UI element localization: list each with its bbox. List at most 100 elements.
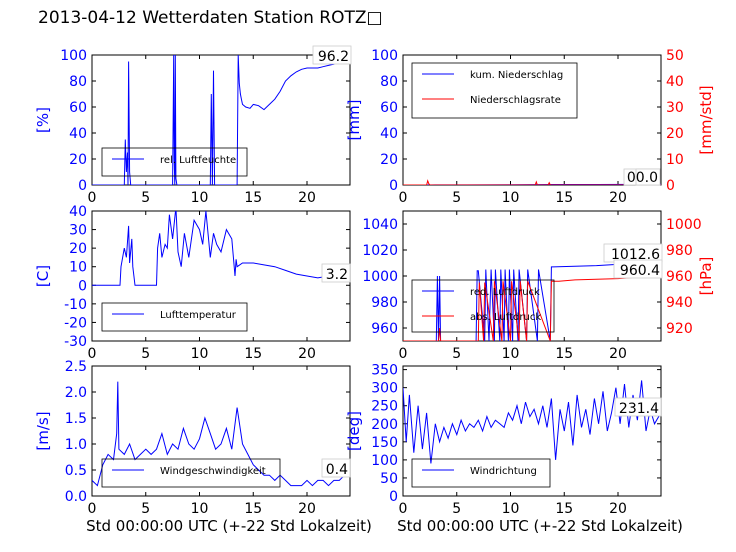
value-annotation: 960.4 — [620, 263, 660, 279]
legend-box — [101, 147, 248, 177]
y-tick-label: 40 — [69, 204, 87, 220]
y-right-tick-label: 920 — [666, 321, 693, 337]
value-annotation-box — [613, 259, 663, 279]
x-tick-label: 0 — [88, 346, 97, 362]
series-line-2 — [403, 179, 661, 185]
y-tick-label: 0.5 — [65, 463, 87, 479]
x-tick-label: 15 — [244, 190, 262, 206]
x-tick-label: 5 — [141, 346, 150, 362]
y-tick-label: 0 — [389, 178, 398, 194]
legend-label: Windgeschwindigkeit — [160, 466, 266, 477]
value-annotation: 0.0 — [636, 170, 658, 186]
legend-label: abs. Luftdruck — [470, 312, 541, 323]
x-tick-label: 20 — [298, 501, 316, 517]
value-annotation-box — [321, 458, 351, 478]
y-tick-label: 0 — [78, 278, 87, 294]
series-line-2 — [403, 275, 661, 341]
panel-wind-speed: 0 5 10 15 20 0.0 0.5 1.0 1.5 2.0 2.5 [m/s] Std 00:00… — [34, 359, 372, 535]
chart-title: 2013-04-12 Wetterdaten Station ROTZ□ — [38, 8, 383, 28]
x-tick-label: 20 — [609, 190, 627, 206]
x-tick-label: 20 — [609, 501, 627, 517]
y-tick-label: 10 — [69, 260, 87, 276]
x-tick-label: 20 — [298, 346, 316, 362]
y-tick-label: 60 — [69, 100, 87, 116]
x-tick-label: 10 — [502, 190, 520, 206]
y-right-tick-label: 980 — [666, 243, 693, 259]
x-tick-label: 15 — [244, 501, 262, 517]
y-tick-label: -30 — [64, 334, 87, 350]
y-tick-label: 1000 — [362, 269, 398, 285]
y-tick-label: 980 — [371, 295, 398, 311]
y-axis-label: [C] — [34, 265, 52, 287]
y-right-tick-label: 0 — [666, 178, 675, 194]
y-tick-label: 960 — [371, 321, 398, 337]
legend-label: kum. Niederschlag — [470, 70, 563, 81]
x-tick-label: 0 — [88, 190, 97, 206]
y-tick-label: 1.0 — [65, 437, 87, 453]
x-tick-label: 5 — [452, 346, 461, 362]
y-tick-label: 100 — [60, 48, 87, 64]
x-axis-label: Std 00:00:00 UTC (+-22 Std Lokalzeit) — [86, 517, 372, 535]
value-annotation: 96.2 — [318, 49, 349, 65]
plot-frame — [91, 210, 351, 342]
y-tick-label: 20 — [380, 152, 398, 168]
value-annotation-box — [321, 263, 351, 283]
y-tick-label: 300 — [371, 381, 398, 397]
panel-precipitation: 0 5 10 15 20 0 20 40 60 80 100 0 10 20 30 40 50 [mm] [mm/s… — [345, 48, 715, 206]
value-annotation: 1012.6 — [611, 247, 660, 263]
x-tick-label: 15 — [555, 190, 573, 206]
x-tick-label: 5 — [141, 190, 150, 206]
value-annotation-box — [635, 168, 661, 186]
legend-label: Windrichtung — [470, 466, 537, 477]
y-right-tick-label: 10 — [666, 152, 684, 168]
value-annotation-box — [614, 397, 662, 417]
series-line-1 — [403, 259, 661, 341]
y-tick-label: 100 — [371, 453, 398, 469]
y-tick-label: 30 — [69, 223, 87, 239]
y-tick-label: 0.0 — [65, 489, 87, 505]
y-tick-label: 100 — [371, 48, 398, 64]
x-tick-label: 15 — [555, 501, 573, 517]
y-right-tick-label: 20 — [666, 126, 684, 142]
y-tick-label: 1040 — [362, 217, 398, 233]
legend-box — [101, 458, 281, 488]
y-tick-label: 1.5 — [65, 411, 87, 427]
y-right-axis-label: [mm/std] — [697, 85, 715, 154]
y-tick-label: 2.0 — [65, 385, 87, 401]
series-line-1 — [92, 211, 350, 286]
x-tick-label: 10 — [191, 501, 209, 517]
y-tick-label: 20 — [69, 152, 87, 168]
y-right-tick-label: 40 — [666, 74, 684, 90]
y-tick-label: 80 — [69, 74, 87, 90]
y-right-tick-label: 30 — [666, 100, 684, 116]
x-tick-label: 0 — [399, 346, 408, 362]
x-tick-label: 20 — [298, 190, 316, 206]
y-tick-label: -10 — [64, 297, 87, 313]
legend-label: rel. Luftfeuchte — [160, 155, 236, 166]
plot-frame — [402, 365, 662, 497]
y-tick-label: 200 — [371, 417, 398, 433]
y-tick-label: -20 — [64, 315, 87, 331]
x-tick-label: 0 — [399, 190, 408, 206]
y-tick-label: 40 — [380, 126, 398, 142]
y-tick-label: 50 — [380, 471, 398, 487]
series-line-1 — [92, 381, 350, 487]
x-tick-label: 5 — [141, 501, 150, 517]
plot-frame — [91, 365, 351, 497]
x-tick-label: 10 — [191, 346, 209, 362]
legend-label: Lufttemperatur — [160, 310, 237, 321]
legend-label: Niederschlagsrate — [470, 95, 561, 106]
y-tick-label: 2.5 — [65, 359, 87, 375]
y-tick-label: 60 — [380, 100, 398, 116]
x-tick-label: 10 — [191, 190, 209, 206]
y-axis-label: [mm] — [345, 100, 363, 141]
legend-box — [411, 279, 555, 333]
panel-pressure: 0 5 10 15 20 960 980 1000 1020 1040 920 940 960 980 10… — [362, 210, 715, 362]
y-axis-label: [deg] — [345, 411, 363, 451]
value-annotation: 3.2 — [326, 267, 348, 283]
value-annotation: 0.4 — [326, 462, 348, 478]
y-axis-label: [m/s] — [34, 411, 52, 450]
x-tick-label: 5 — [452, 501, 461, 517]
